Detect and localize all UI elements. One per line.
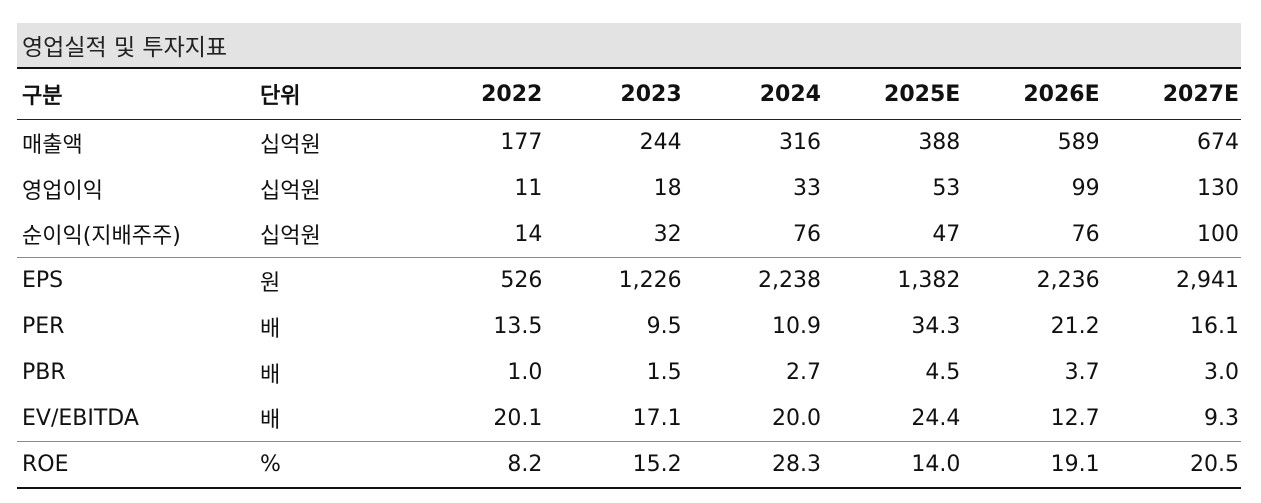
cell-value: 2,236 bbox=[1036, 268, 1100, 294]
cell-value: 316 bbox=[778, 130, 821, 156]
cell-value: 9.3 bbox=[1101, 395, 1241, 442]
cell-value: 3.0 bbox=[1204, 360, 1239, 385]
cell-value: 4.5 bbox=[925, 360, 961, 385]
cell-value: 13.5 bbox=[493, 314, 543, 339]
header-year: 2027E bbox=[1101, 69, 1241, 120]
cell-value: 76 bbox=[683, 211, 823, 258]
row-label: PBR bbox=[22, 360, 66, 385]
row-unit: 십억원 bbox=[255, 211, 405, 258]
table-row: EV/EBITDA 배 20.1 17.1 20.0 24.4 12.7 9.3 bbox=[17, 395, 1241, 442]
header-year: 2023 bbox=[544, 69, 684, 120]
cell-value: 130 bbox=[1197, 176, 1239, 201]
row-label: PER bbox=[22, 314, 65, 339]
cell-value: 99 bbox=[1071, 176, 1100, 201]
cell-value: 2.7 bbox=[785, 360, 821, 385]
cell-value: 388 bbox=[918, 130, 961, 156]
cell-value: 21.2 bbox=[1050, 314, 1100, 339]
table-row: PER 배 13.5 9.5 10.9 34.3 21.2 16.1 bbox=[17, 304, 1241, 350]
cell-value: 2,941 bbox=[1176, 268, 1239, 294]
row-unit: 십억원 bbox=[260, 178, 321, 204]
table-row: 영업이익 십억원 11 18 33 53 99 130 bbox=[17, 166, 1241, 212]
cell-value: 53 bbox=[932, 176, 961, 201]
cell-value: 100 bbox=[1101, 211, 1241, 258]
cell-value: 19.1 bbox=[962, 441, 1102, 489]
row-label: EV/EBITDA bbox=[17, 395, 255, 442]
header-year: 2024 bbox=[683, 69, 823, 120]
cell-value: 177 bbox=[500, 130, 543, 156]
cell-value: 1.0 bbox=[507, 360, 543, 385]
cell-value: 14.0 bbox=[822, 441, 963, 489]
header-row: 구분 단위 2022 2023 2024 2025E 2026E 2027E bbox=[17, 69, 1241, 120]
row-unit: 배 bbox=[260, 316, 281, 342]
row-label: EPS bbox=[22, 268, 64, 294]
table-row: 순이익(지배주주) 십억원 14 32 76 47 76 100 bbox=[17, 211, 1241, 258]
cell-value: 12.7 bbox=[962, 395, 1102, 442]
cell-value: 3.7 bbox=[1064, 360, 1100, 385]
row-unit: 십억원 bbox=[260, 132, 321, 158]
row-label: 매출액 bbox=[22, 132, 83, 158]
row-unit: % bbox=[255, 441, 405, 489]
cell-value: 2,238 bbox=[758, 268, 821, 294]
header-year: 2025E bbox=[822, 69, 963, 120]
cell-value: 47 bbox=[822, 211, 963, 258]
cell-value: 18 bbox=[653, 176, 682, 201]
table-row: PBR 배 1.0 1.5 2.7 4.5 3.7 3.0 bbox=[17, 350, 1241, 396]
cell-value: 34.3 bbox=[911, 314, 961, 339]
cell-value: 9.5 bbox=[646, 314, 682, 339]
row-unit: 배 bbox=[255, 395, 405, 442]
row-label: 영업이익 bbox=[22, 178, 103, 204]
cell-value: 16.1 bbox=[1190, 314, 1239, 339]
cell-value: 20.1 bbox=[405, 395, 545, 442]
header-unit: 단위 bbox=[255, 69, 405, 120]
table-title: 영업실적 및 투자지표 bbox=[17, 23, 1241, 69]
header-category: 구분 bbox=[17, 69, 255, 120]
table-row: ROE % 8.2 15.2 28.3 14.0 19.1 20.5 bbox=[17, 441, 1241, 489]
cell-value: 8.2 bbox=[405, 441, 545, 489]
cell-value: 244 bbox=[639, 130, 682, 156]
cell-value: 1.5 bbox=[646, 360, 682, 385]
table-row: EPS 원 526 1,226 2,238 1,382 2,236 2,941 bbox=[17, 258, 1241, 304]
cell-value: 1,382 bbox=[897, 268, 961, 294]
table-row: 매출액 십억원 177 244 316 388 589 674 bbox=[17, 120, 1241, 166]
header-year: 2026E bbox=[962, 69, 1102, 120]
cell-value: 17.1 bbox=[544, 395, 684, 442]
financial-summary: 영업실적 및 투자지표 구분 단위 2022 2023 2024 2025E 2… bbox=[17, 23, 1241, 489]
row-unit: 원 bbox=[260, 270, 281, 296]
cell-value: 28.3 bbox=[683, 441, 823, 489]
cell-value: 674 bbox=[1197, 130, 1239, 156]
cell-value: 11 bbox=[514, 176, 543, 201]
cell-value: 10.9 bbox=[772, 314, 821, 339]
row-label: 순이익(지배주주) bbox=[17, 211, 255, 258]
cell-value: 15.2 bbox=[544, 441, 684, 489]
header-year: 2022 bbox=[405, 69, 545, 120]
cell-value: 526 bbox=[500, 268, 543, 294]
row-label: ROE bbox=[17, 441, 255, 489]
row-unit: 배 bbox=[260, 362, 281, 388]
cell-value: 589 bbox=[1057, 130, 1100, 156]
financials-table: 구분 단위 2022 2023 2024 2025E 2026E 2027E 매… bbox=[17, 69, 1241, 489]
cell-value: 14 bbox=[405, 211, 545, 258]
cell-value: 24.4 bbox=[822, 395, 963, 442]
cell-value: 20.5 bbox=[1101, 441, 1241, 489]
cell-value: 1,226 bbox=[618, 268, 682, 294]
cell-value: 32 bbox=[544, 211, 684, 258]
cell-value: 20.0 bbox=[683, 395, 823, 442]
cell-value: 76 bbox=[962, 211, 1102, 258]
cell-value: 33 bbox=[792, 176, 821, 201]
